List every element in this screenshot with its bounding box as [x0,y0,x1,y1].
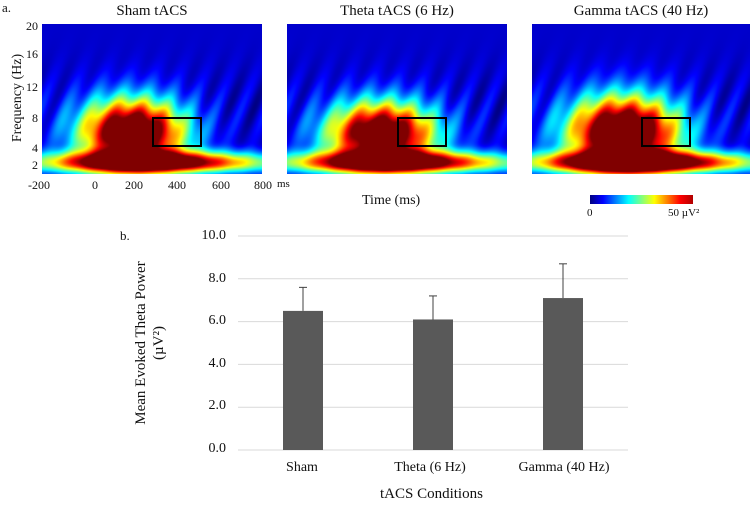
bar-ytick: 4.0 [208,356,227,371]
bar-ytick: 8.0 [208,271,227,286]
bar-ytick: 10.0 [201,228,227,243]
heatmap-y-axis-title: Frequency (Hz) [10,53,25,143]
panel-a-label: a. [2,0,12,15]
bar-ytick: 2.0 [208,398,227,413]
panel-b-label: b. [120,228,130,243]
heatmap-sham [42,24,262,174]
bar-ytick: 0.0 [208,441,227,456]
heatmap-xtick: 800 [254,178,272,192]
heatmap-xtick: 0 [92,178,98,192]
heatmap-ytick: 12 [26,80,38,94]
colorbar-max-label: 50 µV² [668,207,700,219]
highlight-box-theta [397,117,447,147]
bar-category-label-sham: Sham [286,460,318,475]
bar-ytick: 6.0 [208,313,227,328]
heatmap-xtick: 400 [168,178,186,192]
heatmap-ytick: 2 [32,158,38,172]
heatmap-xtick: 200 [125,178,143,192]
colorbar-min-label: 0 [587,207,593,219]
heatmap-title-sham: Sham tACS [116,3,188,19]
heatmap-ytick: 8 [32,111,38,125]
heatmap-ytick: 4 [32,141,38,155]
heatmap-xtick: -200 [28,178,50,192]
highlight-box-gamma [641,117,691,147]
bar-y-axis-title-line2: (µV²) [151,326,167,360]
bar-chart [238,235,628,451]
bar [543,298,583,450]
heatmap-xtick: 600 [212,178,230,192]
heatmap-gamma [532,24,750,174]
bar-category-label-theta: Theta (6 Hz) [394,460,466,475]
heatmap-ytick: 20 [26,19,38,33]
colorbar [590,195,693,204]
bar-x-axis-title: tACS Conditions [380,486,483,502]
heatmap-title-gamma: Gamma tACS (40 Hz) [573,3,709,19]
bar [283,310,323,450]
heatmap-xtick-unit: ms [277,178,290,190]
heatmap-ytick: 16 [26,47,38,61]
bar-y-axis-title-line1: Mean Evoked Theta Power [133,261,149,425]
bar-category-label-gamma: Gamma (40 Hz) [518,460,610,475]
bar [413,319,453,450]
heatmap-x-axis-title: Time (ms) [362,193,421,208]
highlight-box-sham [152,117,202,147]
heatmap-title-theta: Theta tACS (6 Hz) [340,3,454,19]
heatmap-theta [287,24,507,174]
